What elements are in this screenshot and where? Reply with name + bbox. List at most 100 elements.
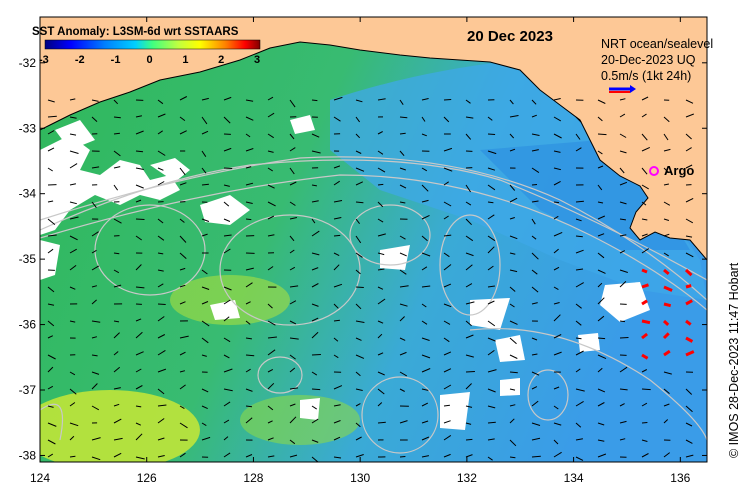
current-vector — [663, 233, 670, 237]
current-vector — [487, 201, 494, 204]
current-vector — [135, 385, 143, 390]
current-vector — [465, 422, 472, 425]
current-vector — [267, 167, 273, 172]
current-vector — [91, 383, 98, 390]
current-vector — [311, 354, 321, 356]
current-vector — [201, 130, 209, 135]
current-vector — [47, 248, 54, 254]
current-vector — [245, 368, 251, 373]
current-vector — [487, 265, 494, 271]
y-tick-label: -38 — [19, 448, 37, 462]
current-vector — [685, 388, 693, 395]
current-vector — [641, 268, 648, 274]
current-vector — [399, 99, 404, 105]
current-vector — [421, 184, 429, 192]
current-vector — [399, 201, 406, 204]
current-vector — [267, 234, 275, 237]
current-vector — [575, 456, 584, 461]
current-vector — [201, 354, 207, 357]
current-vector — [399, 420, 408, 424]
current-vector — [443, 215, 449, 220]
current-vector — [289, 181, 297, 186]
current-vector — [575, 368, 581, 373]
current-vector — [333, 354, 339, 359]
current-vector — [531, 353, 538, 356]
current-vector — [531, 167, 540, 174]
current-vector — [641, 453, 649, 458]
current-vector — [69, 422, 79, 427]
current-vector — [113, 418, 122, 424]
current-vector — [223, 218, 231, 222]
current-vector — [311, 230, 320, 237]
current-vector — [179, 252, 187, 259]
current-vector — [531, 235, 537, 240]
current-vector — [135, 115, 143, 118]
current-vector — [377, 201, 384, 208]
current-vector — [47, 286, 55, 293]
current-vector — [597, 99, 606, 104]
current-vector — [333, 217, 342, 220]
current-vector — [399, 337, 406, 341]
current-vector — [157, 349, 166, 356]
current-vector — [333, 385, 343, 390]
argo-label: Argo — [664, 163, 695, 178]
current-vector — [157, 150, 166, 156]
current-vector — [553, 180, 561, 186]
current-vector — [399, 235, 406, 240]
current-vector — [201, 286, 210, 290]
current-vector — [509, 320, 518, 325]
current-vector — [575, 235, 583, 238]
y-tick-label: -35 — [19, 252, 37, 266]
current-vector — [597, 201, 604, 204]
current-vector — [47, 200, 54, 203]
current-vector — [91, 285, 98, 288]
current-vector — [641, 201, 647, 206]
current-vector — [553, 266, 560, 271]
credit-text: © IMOS 28-Dec-2023 11:47 Hobart — [727, 262, 741, 458]
current-vector — [509, 303, 515, 308]
current-vector — [509, 337, 517, 345]
current-vector — [333, 436, 341, 441]
current-vector — [333, 456, 342, 459]
current-vector — [201, 436, 211, 441]
current-vector — [641, 146, 651, 152]
current-vector — [487, 184, 496, 191]
current-vector — [421, 354, 431, 359]
current-vector — [245, 282, 253, 288]
current-vector — [465, 218, 472, 226]
current-vector — [223, 184, 230, 187]
current-vector — [509, 133, 515, 139]
current-vector — [509, 252, 516, 255]
current-vector — [289, 354, 296, 360]
current-vector — [575, 268, 584, 271]
current-vector — [597, 233, 605, 237]
current-vector — [399, 351, 407, 356]
current-vector — [179, 452, 186, 458]
current-vector — [399, 167, 406, 171]
current-vector — [641, 248, 650, 254]
current-vector — [531, 455, 541, 458]
current-vector — [487, 300, 495, 305]
current-vector — [575, 116, 582, 123]
current-vector — [179, 116, 186, 122]
current-vector — [575, 320, 582, 326]
current-vector — [399, 132, 406, 135]
x-tick-label: 132 — [457, 471, 477, 485]
current-vector — [575, 282, 584, 288]
current-vector — [553, 334, 562, 339]
current-vector — [355, 320, 365, 323]
x-tick-label: 126 — [137, 471, 157, 485]
current-vector — [355, 218, 360, 225]
current-vector — [553, 386, 560, 390]
current-vector — [47, 366, 54, 373]
current-vector — [179, 422, 188, 429]
current-vector — [399, 269, 407, 275]
current-vector — [267, 150, 274, 153]
current-vector — [421, 402, 429, 407]
current-vector — [641, 184, 649, 190]
current-vector — [663, 419, 669, 424]
current-vector — [47, 439, 56, 445]
current-vector — [597, 354, 607, 360]
current-vector — [69, 98, 76, 101]
current-vector — [267, 96, 274, 101]
